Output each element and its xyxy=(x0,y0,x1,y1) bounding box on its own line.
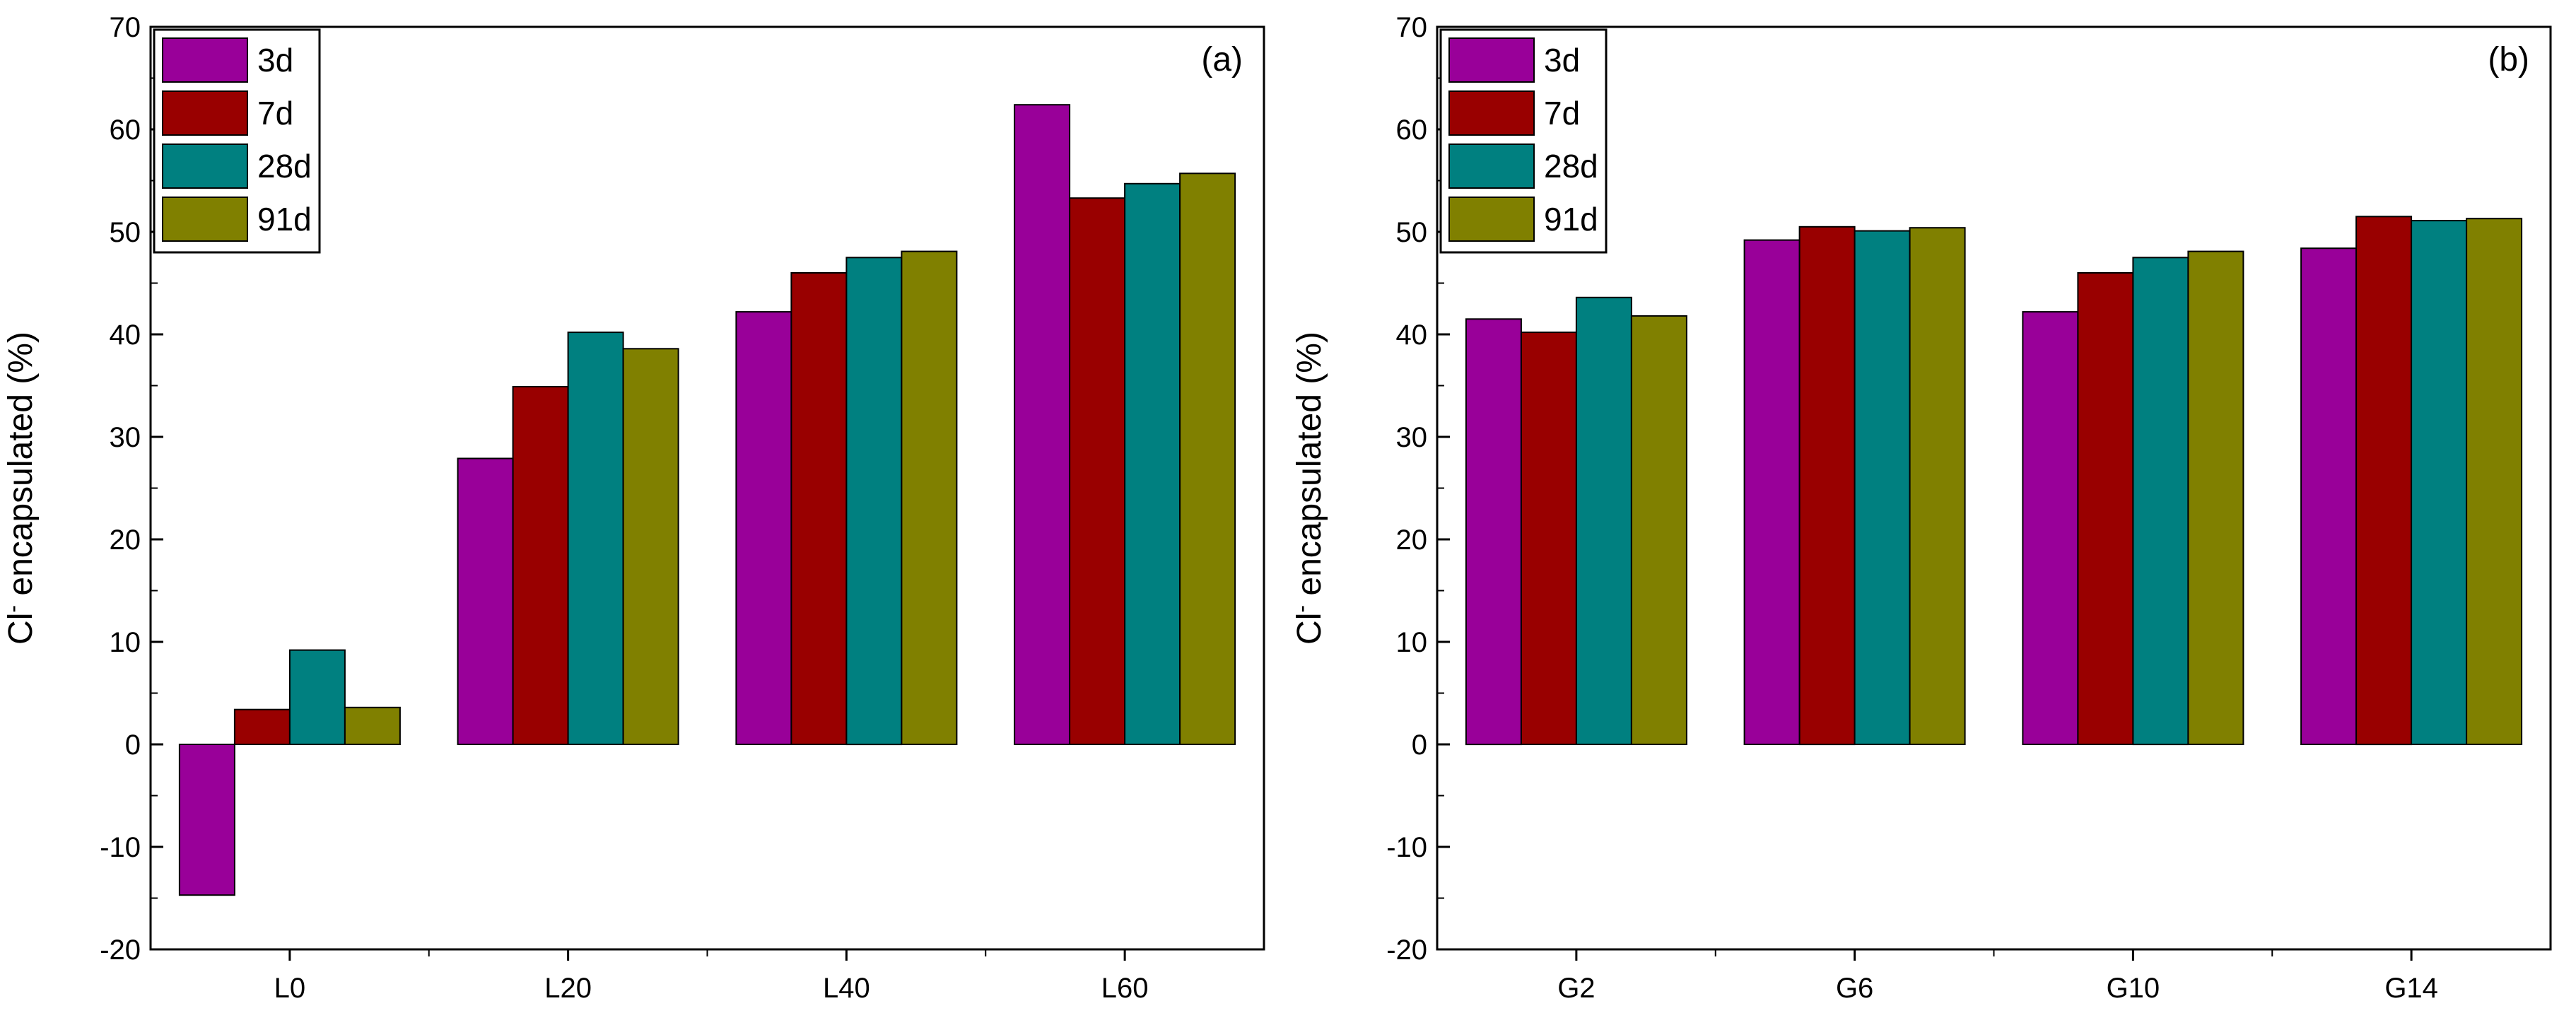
bar-G10-7d xyxy=(2077,272,2134,745)
legend-label-3d: 3d xyxy=(257,42,293,78)
y-tick-label: 30 xyxy=(110,422,141,453)
legend-label-7d: 7d xyxy=(1544,95,1580,131)
legend-swatch-28d xyxy=(1448,144,1535,189)
legend-label-28d: 28d xyxy=(257,148,312,185)
bar-G2-3d xyxy=(1465,318,1522,746)
chart-panel-2: -20 -10 0 10 20 30 40 50 60 70 G2 G6 G10 G14 Cl- encap… xyxy=(1289,12,2552,1004)
x-tick-label: G14 xyxy=(2384,973,2438,1004)
y-tick-label: 0 xyxy=(1412,730,1427,761)
x-tick-label: L0 xyxy=(274,973,306,1004)
legend-swatch-3d xyxy=(1448,37,1535,83)
bar-L20-3d xyxy=(457,457,514,745)
y-tick-label: 10 xyxy=(110,627,141,658)
x-tick-label: G6 xyxy=(1836,973,1873,1004)
y-tick-label: 40 xyxy=(1396,320,1428,351)
y-tick-label: 70 xyxy=(110,12,141,43)
legend-swatch-7d xyxy=(1448,90,1535,136)
legend: 3d 7d 28d 91d xyxy=(1439,28,1608,254)
y-axis-title: Cl- encapsulated (%) xyxy=(0,332,40,645)
bar-G6-3d xyxy=(1743,239,1801,746)
bar-L40-7d xyxy=(790,272,848,745)
bar-L40-3d xyxy=(735,311,792,746)
bar-L40-91d xyxy=(901,250,958,746)
panel-label: (b) xyxy=(2488,41,2529,78)
x-tick-label: L60 xyxy=(1101,973,1149,1004)
y-tick-label: 50 xyxy=(1396,217,1428,248)
bar-G10-91d xyxy=(2187,250,2244,746)
legend-swatch-91d xyxy=(162,197,248,242)
y-tick-label: 20 xyxy=(1396,525,1428,556)
bar-G14-91d xyxy=(2466,218,2523,745)
bar-G2-28d xyxy=(1575,296,1632,745)
y-tick-label: 60 xyxy=(110,115,141,146)
x-tick-label: L20 xyxy=(544,973,592,1004)
bar-L20-7d xyxy=(512,386,569,745)
x-tick-label: G10 xyxy=(2107,973,2160,1004)
y-tick-label: -20 xyxy=(1386,935,1427,966)
bar-G10-28d xyxy=(2132,257,2189,746)
y-tick-label: -10 xyxy=(100,832,141,863)
legend-label-91d: 91d xyxy=(257,201,312,238)
legend-swatch-28d xyxy=(162,144,248,189)
y-axis-title: Cl- encapsulated (%) xyxy=(1289,332,1328,645)
legend-label-91d: 91d xyxy=(1544,201,1598,238)
y-tick-label: 20 xyxy=(110,525,141,556)
bar-G2-91d xyxy=(1630,315,1687,745)
legend-label-3d: 3d xyxy=(1544,42,1580,78)
y-tick-label: 40 xyxy=(110,320,141,351)
bar-L0-3d xyxy=(178,744,235,896)
x-tick-label: L40 xyxy=(823,973,870,1004)
legend-swatch-91d xyxy=(1448,197,1535,242)
bar-L60-3d xyxy=(1014,104,1071,745)
bar-G2-7d xyxy=(1520,332,1577,746)
legend: 3d 7d 28d 91d xyxy=(153,28,321,254)
bar-G14-3d xyxy=(2300,247,2358,745)
y-tick-label: 30 xyxy=(1396,422,1428,453)
bar-G14-28d xyxy=(2411,220,2468,746)
chart-panel-1: -20 -10 0 10 20 30 40 50 60 70 L0 L20 L40 L60 Cl- enca… xyxy=(0,12,1265,1004)
legend-label-28d: 28d xyxy=(1544,148,1598,185)
bar-L20-91d xyxy=(622,348,679,745)
panel-label: (a) xyxy=(1201,41,1243,78)
y-tick-label: -10 xyxy=(1386,832,1427,863)
bar-L0-7d xyxy=(233,708,291,746)
legend-label-7d: 7d xyxy=(257,95,293,131)
bar-G6-7d xyxy=(1798,226,1856,746)
bar-L0-28d xyxy=(288,649,346,745)
y-tick-label: 70 xyxy=(1396,12,1428,43)
bar-L60-91d xyxy=(1179,172,1236,746)
legend-swatch-7d xyxy=(162,90,248,136)
bar-G10-3d xyxy=(2022,311,2079,746)
y-tick-label: -20 xyxy=(100,935,141,966)
bar-G14-7d xyxy=(2355,216,2413,746)
bar-L0-91d xyxy=(344,706,401,745)
bar-L60-7d xyxy=(1069,197,1126,745)
y-tick-label: 10 xyxy=(1396,627,1428,658)
x-tick-label: G2 xyxy=(1557,973,1595,1004)
bar-L40-28d xyxy=(845,257,903,746)
y-tick-label: 50 xyxy=(110,217,141,248)
y-tick-label: 60 xyxy=(1396,115,1428,146)
bar-G6-91d xyxy=(1909,227,1966,745)
bar-G6-28d xyxy=(1854,230,1911,746)
y-tick-label: 0 xyxy=(125,730,141,761)
bar-L60-28d xyxy=(1124,182,1181,745)
legend-swatch-3d xyxy=(162,37,248,83)
bar-L20-28d xyxy=(567,332,624,746)
